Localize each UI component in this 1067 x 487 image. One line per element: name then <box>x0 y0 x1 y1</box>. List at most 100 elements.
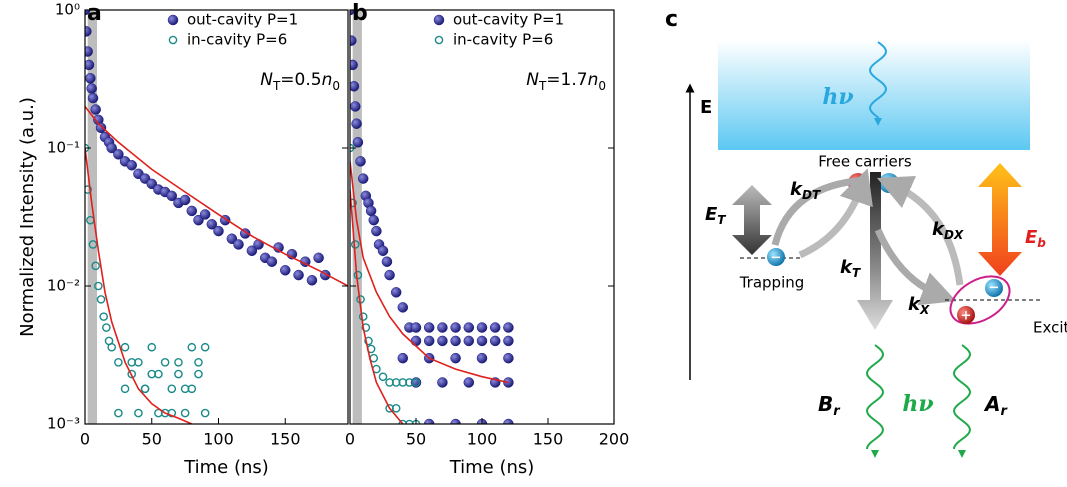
data-point <box>199 209 211 220</box>
data-point <box>423 335 435 347</box>
data-point <box>364 336 373 346</box>
trapping: Trapping <box>739 274 805 292</box>
label-sub: DX <box>944 228 964 242</box>
data-point <box>280 265 291 276</box>
data-point <box>266 256 278 267</box>
label-main: E <box>1025 227 1038 248</box>
data-point <box>194 357 203 367</box>
data-point <box>167 384 177 394</box>
legend-marker <box>434 35 444 45</box>
x-tick-label: 200 <box>599 430 630 449</box>
exciton-electron <box>985 279 1003 297</box>
photon-label: hν <box>822 84 853 110</box>
data-point <box>114 408 123 418</box>
label-sub: T <box>717 213 726 227</box>
annotation-part: T <box>538 79 547 93</box>
data-point <box>358 312 368 321</box>
label-sub: b <box>1037 236 1046 250</box>
annotation-part: T <box>272 79 281 93</box>
x-tick-label: 100 <box>467 430 498 449</box>
annotation-part: 0 <box>332 79 340 93</box>
data-point <box>390 287 402 298</box>
binding-energy: Eb <box>1025 227 1046 250</box>
detrap-arrow <box>798 168 873 259</box>
legend-label: out-cavity P=1 <box>453 11 564 29</box>
exciton-arrow <box>874 228 957 306</box>
data-point <box>114 357 123 367</box>
data-point <box>450 322 461 333</box>
exciton-ring <box>949 275 1011 325</box>
data-point <box>85 185 92 194</box>
data-point <box>350 101 361 112</box>
data-point <box>193 214 204 226</box>
chart-panel: 0 50 100 150 200 b Time (ns) out-cavity P=1 in-c… <box>345 1 629 478</box>
data-point <box>154 369 163 379</box>
label-main: k <box>932 219 945 240</box>
data-point <box>377 245 389 257</box>
k-dx: kDX <box>932 219 964 242</box>
data-point <box>410 335 422 347</box>
wave-arrowhead <box>958 450 966 458</box>
data-point <box>489 322 501 333</box>
data-point <box>88 240 98 249</box>
panel-label: c <box>665 7 678 32</box>
trap-energy: ET <box>705 204 726 227</box>
k-dt: kDT <box>790 179 821 202</box>
k-t: kT <box>840 257 861 280</box>
legend-label: out-cavity P=1 <box>187 11 298 29</box>
data-point <box>503 322 514 333</box>
data-point <box>450 352 461 364</box>
data-point <box>174 357 183 367</box>
data-point <box>368 214 380 226</box>
data-point <box>85 10 91 16</box>
label-main: E <box>705 204 718 225</box>
y-axis-title: Normalized Intensity (a.u.) <box>17 97 38 337</box>
data-point <box>463 322 475 333</box>
x-tick-label: 100 <box>203 430 234 449</box>
y-tick-label: 10⁻¹ <box>47 139 80 157</box>
annotation: NT=1.7n0 <box>526 70 606 93</box>
data-point <box>463 377 475 388</box>
x-tick-label: 150 <box>533 430 564 449</box>
plus: + <box>961 309 972 324</box>
annotation-part: n <box>588 70 599 90</box>
data-point <box>351 118 362 129</box>
label-main: k <box>790 179 803 200</box>
photon-wave <box>865 344 885 450</box>
data-point <box>423 322 435 333</box>
k-x: kX <box>908 294 930 317</box>
panel-label: b <box>352 1 368 26</box>
wave-arrowhead <box>874 118 882 126</box>
data-point <box>94 281 103 291</box>
data-point <box>503 352 514 364</box>
minus: − <box>771 251 782 266</box>
data-point <box>179 194 191 206</box>
annotation: NT=0.5n0 <box>260 70 340 93</box>
data-point <box>85 73 96 84</box>
label-sub: X <box>919 303 930 317</box>
data-point <box>90 104 101 115</box>
x-axis-title: Time (ns) <box>183 457 269 478</box>
y-tick-label: 10⁻³ <box>47 415 80 433</box>
data-point <box>397 352 409 364</box>
data-point <box>353 270 363 280</box>
data-point <box>127 369 137 379</box>
annotation-part: 0 <box>598 79 606 93</box>
data-point <box>126 159 137 171</box>
data-point <box>437 335 448 347</box>
legend-marker <box>167 14 179 26</box>
data-point <box>206 219 218 230</box>
data-point <box>187 342 197 352</box>
data-point <box>246 245 258 257</box>
data-point <box>384 269 395 281</box>
dissociation-arrow <box>876 176 964 286</box>
photon-wave <box>868 41 888 119</box>
data-point <box>397 302 409 313</box>
data-point <box>350 35 357 46</box>
data-point <box>361 323 371 332</box>
data-point <box>180 384 190 394</box>
label-main: k <box>908 294 921 315</box>
data-point <box>140 384 150 394</box>
data-point <box>476 335 488 347</box>
